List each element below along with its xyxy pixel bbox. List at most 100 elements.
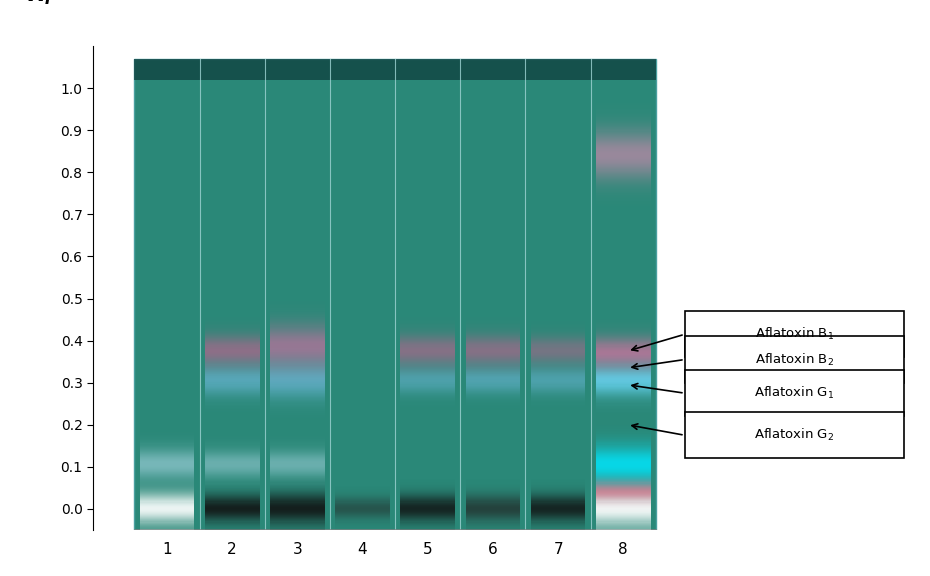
Bar <box>531 343 586 344</box>
Bar <box>466 376 520 377</box>
Bar <box>270 339 325 340</box>
Bar <box>596 450 651 451</box>
Bar <box>270 397 325 398</box>
Bar <box>270 507 325 508</box>
Bar <box>596 506 651 507</box>
Bar <box>596 497 651 498</box>
Bar <box>270 513 325 514</box>
Bar <box>270 399 325 400</box>
Bar <box>205 352 259 353</box>
Bar <box>596 522 651 524</box>
Bar <box>270 483 325 484</box>
Bar <box>531 325 586 327</box>
Bar <box>270 354 325 355</box>
Bar <box>596 487 651 488</box>
Bar <box>335 516 390 517</box>
Bar <box>596 407 651 408</box>
Bar <box>596 158 651 159</box>
Bar <box>270 495 325 496</box>
Bar <box>400 382 455 384</box>
Bar <box>140 476 194 478</box>
Bar <box>270 375 325 376</box>
Bar <box>205 320 259 321</box>
Bar <box>205 486 259 487</box>
Bar <box>400 489 455 490</box>
Bar <box>596 202 651 203</box>
Bar <box>596 348 651 350</box>
Bar <box>270 325 325 327</box>
Bar <box>270 389 325 390</box>
Bar <box>596 398 651 399</box>
Bar <box>205 397 259 398</box>
Bar <box>596 359 651 360</box>
Bar <box>270 474 325 475</box>
Bar <box>596 396 651 397</box>
Bar <box>596 196 651 197</box>
Bar <box>531 362 586 363</box>
Bar <box>596 173 651 174</box>
Bar <box>270 346 325 347</box>
Bar <box>270 357 325 358</box>
Bar <box>205 463 259 464</box>
Bar <box>140 455 194 456</box>
Bar <box>531 367 586 369</box>
Bar <box>205 340 259 341</box>
Bar <box>140 433 194 434</box>
Bar <box>205 363 259 365</box>
Bar <box>400 331 455 332</box>
Bar <box>205 470 259 471</box>
Bar <box>205 341 259 342</box>
Bar <box>270 484 325 486</box>
Bar <box>466 374 520 375</box>
Bar <box>596 512 651 513</box>
Bar <box>140 527 194 528</box>
Bar <box>335 521 390 522</box>
Bar <box>205 438 259 439</box>
Bar <box>531 403 586 404</box>
Bar <box>400 357 455 358</box>
Bar <box>531 372 586 373</box>
Bar <box>400 354 455 355</box>
Bar <box>596 479 651 480</box>
Bar <box>596 388 651 389</box>
Bar <box>400 343 455 344</box>
Bar <box>596 471 651 472</box>
Bar <box>400 347 455 348</box>
Bar <box>596 465 651 467</box>
Bar <box>531 486 586 487</box>
Bar <box>596 392 651 393</box>
Bar <box>596 153 651 154</box>
Bar <box>531 361 586 362</box>
Bar <box>270 381 325 382</box>
Bar <box>596 412 651 413</box>
Bar <box>270 511 325 512</box>
Bar <box>596 151 651 153</box>
Bar <box>466 502 520 503</box>
Bar <box>596 351 651 352</box>
Bar <box>596 393 651 394</box>
Bar <box>596 495 651 496</box>
Bar <box>596 499 651 501</box>
Bar <box>596 425 651 426</box>
Bar <box>596 488 651 489</box>
Bar <box>596 487 651 488</box>
Bar <box>400 392 455 393</box>
Bar <box>270 372 325 373</box>
Bar <box>466 371 520 372</box>
Bar <box>596 195 651 196</box>
Bar <box>400 333 455 334</box>
Bar <box>270 373 325 374</box>
Bar <box>596 135 651 136</box>
Bar <box>596 118 651 119</box>
Bar <box>596 460 651 461</box>
Bar <box>531 374 586 375</box>
Bar <box>335 518 390 520</box>
Bar <box>270 486 325 487</box>
Bar <box>400 527 455 528</box>
Bar <box>400 379 455 380</box>
Bar <box>596 373 651 374</box>
Bar <box>596 178 651 179</box>
Bar <box>205 379 259 380</box>
Bar <box>205 318 259 319</box>
Bar <box>400 359 455 360</box>
